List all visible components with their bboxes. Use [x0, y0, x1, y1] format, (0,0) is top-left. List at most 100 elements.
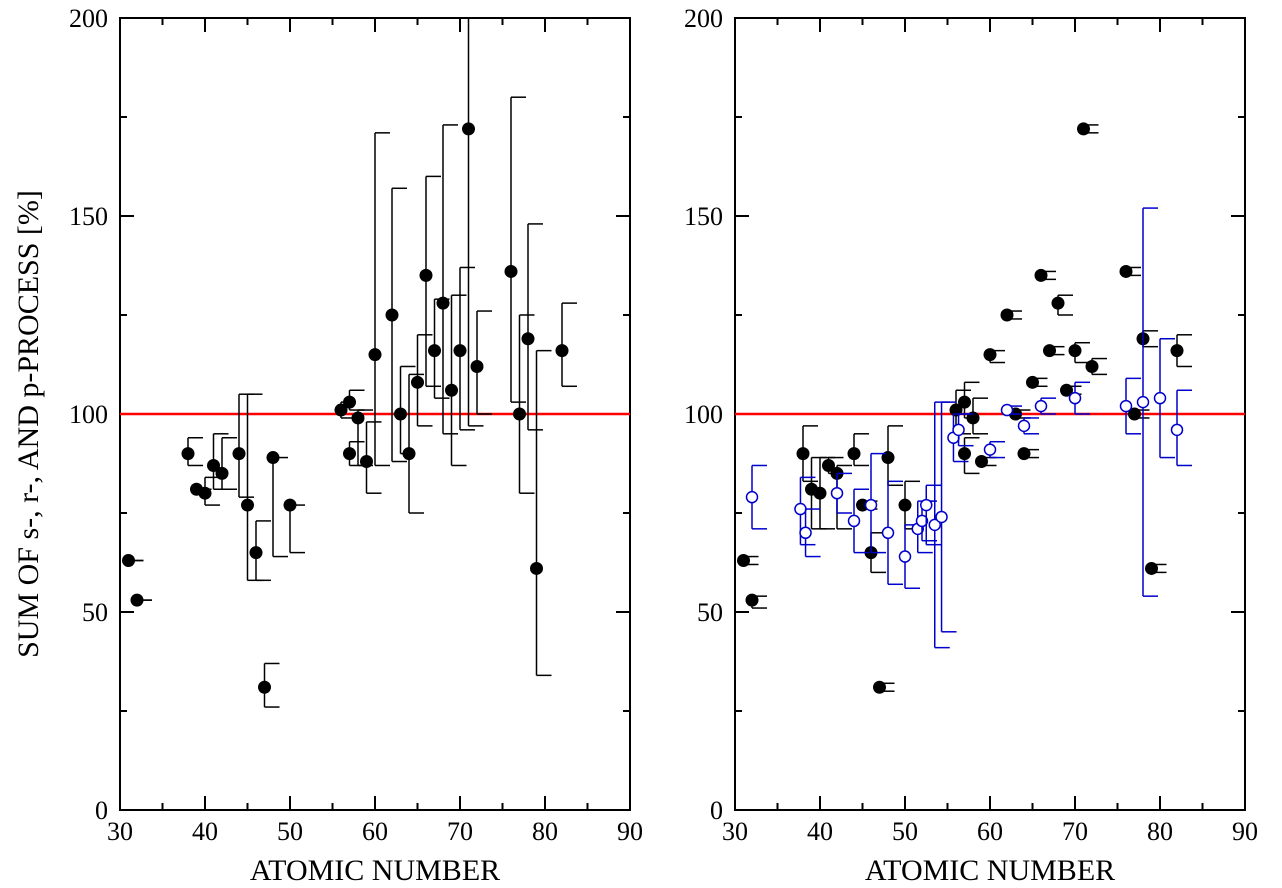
y-tick-label: 50 — [697, 598, 723, 627]
data-point-filled — [445, 383, 458, 397]
error-bar — [925, 484, 942, 546]
data-point-filled — [122, 554, 135, 568]
data-point-filled — [1077, 122, 1090, 136]
data-point-open — [928, 518, 941, 532]
data-point-filled — [1085, 359, 1099, 373]
error-bar — [442, 124, 458, 435]
data-point-filled — [394, 407, 407, 421]
data-point-open — [799, 526, 812, 540]
error-bar — [467, 17, 484, 427]
data-point-open — [847, 514, 861, 528]
data-point-filled — [521, 332, 535, 346]
x-tick-label: 70 — [447, 817, 473, 846]
error-bar — [518, 314, 535, 494]
data-point-filled — [283, 498, 297, 512]
x-tick-label: 90 — [1232, 817, 1258, 846]
data-point-filled — [1068, 344, 1082, 358]
data-point-filled — [470, 359, 484, 373]
data-point-filled — [873, 680, 886, 694]
x-tick-label: 60 — [977, 817, 1003, 846]
data-point-filled — [343, 447, 356, 461]
data-point-filled — [847, 447, 861, 461]
data-point-open — [1000, 403, 1014, 417]
x-tick-label: 60 — [362, 817, 388, 846]
data-point-filled — [958, 395, 971, 409]
data-point-filled — [419, 268, 433, 282]
data-point-filled — [813, 486, 827, 500]
x-tick-label: 90 — [617, 817, 643, 846]
data-point-filled — [385, 308, 399, 322]
data-point-open — [881, 526, 895, 540]
x-tick-label: 30 — [107, 817, 133, 846]
error-bar — [527, 223, 543, 431]
data-point-filled — [822, 458, 835, 472]
data-point-filled — [983, 348, 997, 362]
data-point-filled — [402, 447, 416, 461]
error-bar — [450, 294, 467, 467]
data-point-filled — [1034, 268, 1048, 282]
data-point-filled — [1145, 561, 1158, 575]
data-point-filled — [958, 447, 971, 461]
data-point-filled — [266, 451, 280, 465]
x-tick-label: 80 — [532, 817, 558, 846]
x-tick-label: 50 — [277, 817, 303, 846]
y-tick-label: 100 — [69, 400, 108, 429]
data-point-filled — [555, 344, 569, 358]
data-point-filled — [436, 296, 450, 310]
x-tick-label: 80 — [1147, 817, 1173, 846]
x-axis-title: ATOMIC NUMBER — [250, 854, 500, 887]
y-tick-label: 150 — [684, 202, 723, 231]
data-point-filled — [411, 375, 424, 389]
data-point-open — [1170, 423, 1184, 437]
y-tick-label: 0 — [710, 796, 723, 825]
error-bar — [221, 437, 237, 490]
data-point-filled — [1043, 344, 1056, 358]
data-point-filled — [737, 554, 750, 568]
data-point-filled — [181, 447, 195, 461]
x-tick-label: 40 — [807, 817, 833, 846]
x-tick-label: 70 — [1062, 817, 1088, 846]
data-point-filled — [360, 455, 373, 469]
data-point-filled — [232, 447, 246, 461]
data-point-filled — [453, 344, 467, 358]
x-axis-title: ATOMIC NUMBER — [865, 854, 1115, 887]
error-bar — [408, 373, 424, 514]
data-point-filled — [198, 486, 212, 500]
data-point-open — [1153, 391, 1167, 405]
data-point-filled — [975, 455, 988, 469]
data-point-filled — [745, 593, 759, 607]
data-point-filled — [428, 344, 441, 358]
error-bar — [374, 132, 390, 467]
error-bar — [238, 393, 254, 498]
y-tick-label: 100 — [684, 400, 723, 429]
data-point-filled — [462, 122, 475, 136]
x-tick-label: 50 — [892, 817, 918, 846]
data-point-filled — [504, 264, 518, 278]
data-point-filled — [1128, 407, 1141, 421]
y-tick-label: 200 — [684, 4, 723, 33]
data-point-open — [935, 510, 948, 524]
data-point-filled — [513, 407, 526, 421]
data-point-open — [1068, 391, 1082, 405]
data-point-filled — [215, 466, 229, 480]
error-bar — [289, 504, 305, 554]
data-point-filled — [249, 546, 263, 560]
data-point-filled — [241, 498, 254, 512]
data-point-filled — [1060, 383, 1073, 397]
data-point-open — [898, 550, 912, 563]
data-point-open — [830, 486, 844, 500]
error-bar — [535, 349, 552, 677]
data-point-filled — [368, 348, 382, 362]
error-bar — [510, 96, 526, 403]
data-point-filled — [1119, 264, 1133, 278]
error-bar — [391, 187, 407, 463]
data-point-open — [1119, 399, 1133, 413]
data-point-filled — [530, 561, 543, 575]
data-point-open — [952, 423, 965, 437]
data-point-open — [920, 498, 933, 512]
data-point-filled — [334, 403, 348, 417]
y-tick-label: 200 — [69, 4, 108, 33]
data-point-filled — [351, 411, 365, 425]
data-point-filled — [796, 447, 810, 461]
data-point-open — [1034, 399, 1048, 413]
